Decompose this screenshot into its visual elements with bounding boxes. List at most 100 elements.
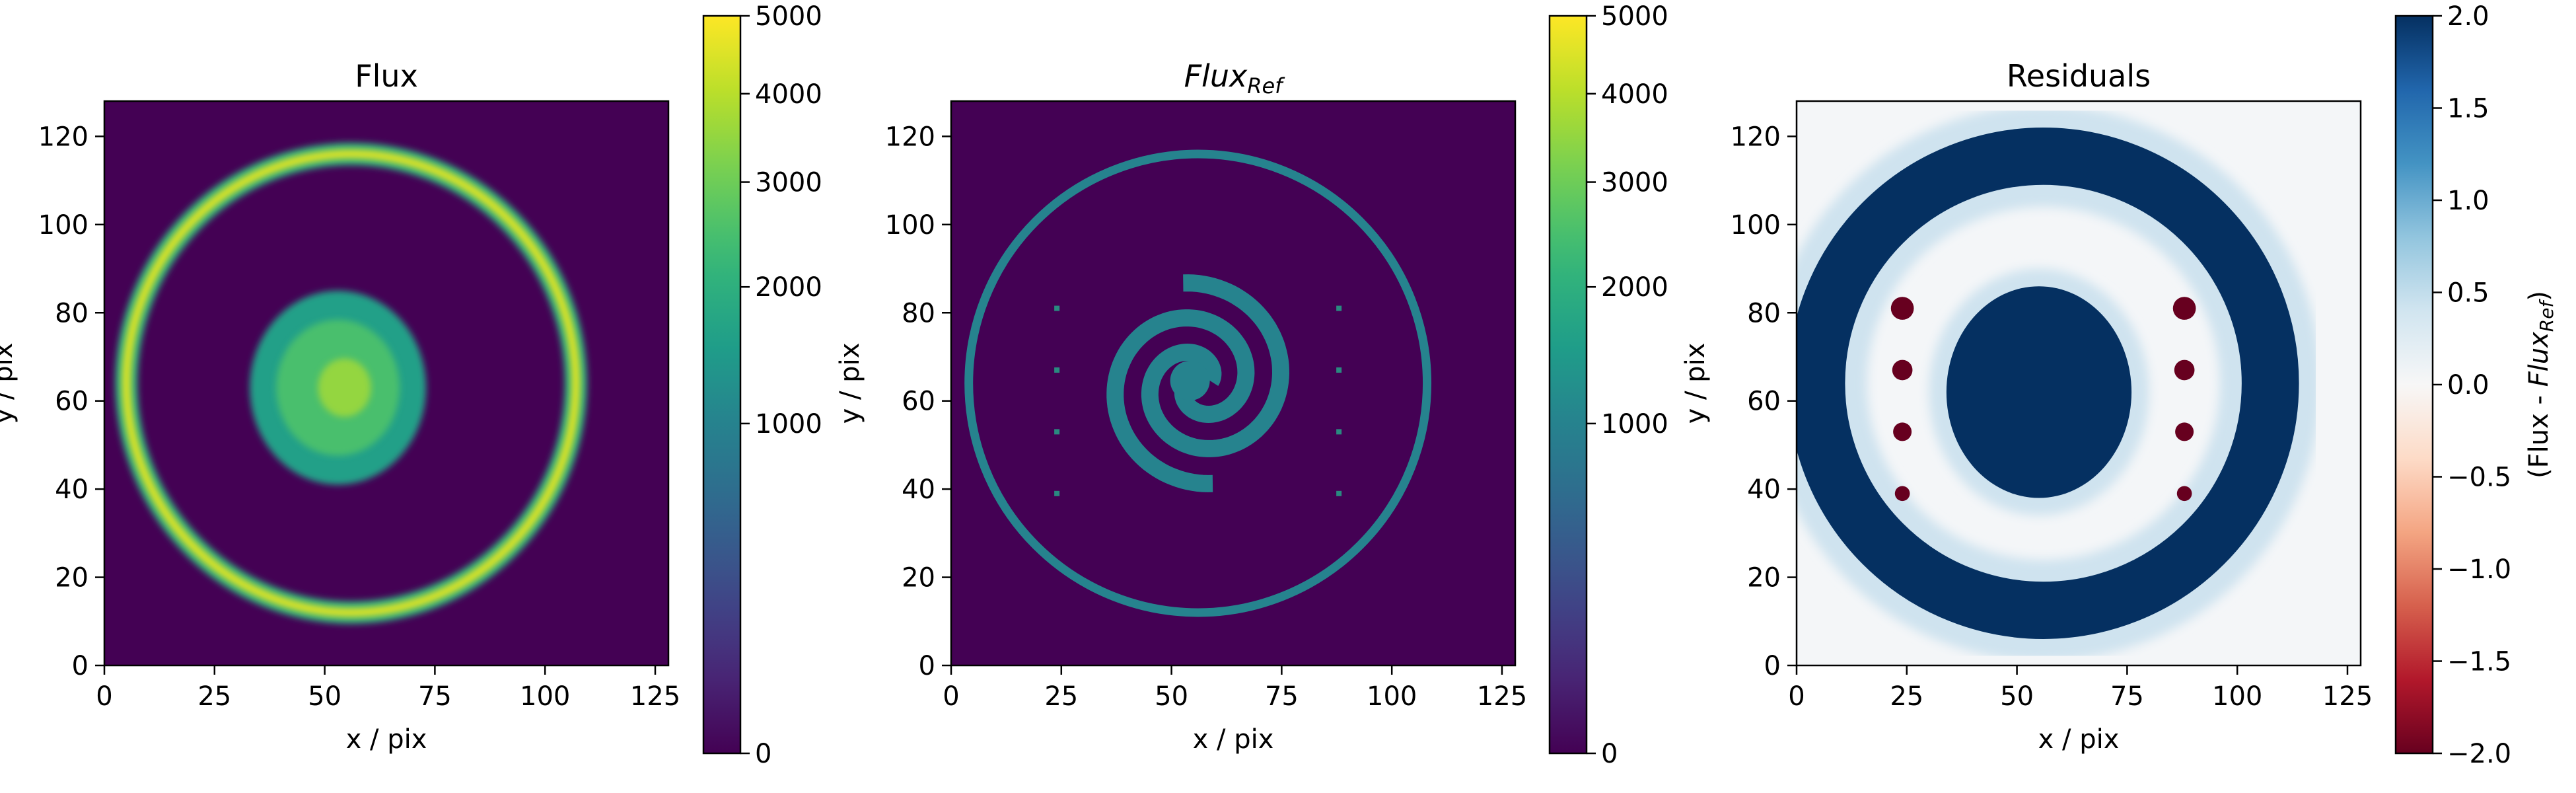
y-tick-label: 120: [1731, 122, 1781, 152]
y-tick-label: 80: [902, 298, 935, 328]
y-tick-label: 0: [919, 651, 935, 681]
colorbar-tick-label: 1.0: [2447, 186, 2489, 216]
y-tick-label: 100: [885, 210, 935, 241]
chart-title: Residuals: [2007, 58, 2151, 94]
colorbar-tick-label: 1000: [1601, 409, 1668, 439]
x-tick-label: 125: [1477, 681, 1527, 712]
heatmap-background: [951, 101, 1515, 665]
spiral-core: [1170, 361, 1210, 400]
blob-residual: [1946, 286, 2132, 498]
reference-dot: [1054, 429, 1060, 435]
y-tick-label: 120: [38, 122, 89, 152]
negative-dot: [1893, 422, 1912, 441]
reference-dot: [1336, 429, 1342, 435]
colorbar-tick-label: −0.5: [2447, 463, 2511, 493]
colorbar-tick-label: 1000: [755, 409, 822, 439]
chart-title: FluxRef: [1184, 58, 1286, 98]
colorbar-tick-label: −1.0: [2447, 554, 2511, 585]
colorbar-2: 0 1000 2000 3000 4000 5000: [1548, 1, 1668, 769]
y-tick-label: 0: [72, 651, 89, 681]
heatmap-image: [951, 101, 1515, 665]
plot-frame: [950, 100, 1517, 667]
x-tick-label: 0: [943, 681, 959, 712]
colorbar-gradient: [702, 15, 742, 755]
x-tick-label: 100: [1367, 681, 1417, 712]
y-tick-label: 60: [902, 387, 935, 417]
spiral-arm: [1141, 274, 1290, 457]
x-axis-label: x / pix: [2038, 724, 2120, 755]
negative-dot: [1892, 359, 1913, 381]
x-tick-label: 25: [1890, 681, 1923, 712]
y-tick-label: 20: [1747, 563, 1781, 593]
colorbar-gradient: [2394, 15, 2434, 755]
negative-dot: [2174, 359, 2195, 381]
x-tick-label: 75: [2110, 681, 2144, 712]
axes-2: 0 25 50 75 100 125 0 20 40 60 80 100 120 x / pix y / p…: [835, 58, 1527, 755]
x-tick-label: 75: [418, 681, 452, 712]
ring: [964, 149, 1432, 617]
y-axis-label: y / pix: [835, 343, 865, 424]
reference-dot: [1336, 490, 1342, 496]
y-tick-label: 0: [1764, 651, 1781, 681]
colorbar-label: (Flux - FluxRef): [2524, 291, 2558, 478]
colorbar-tick-label: 2000: [1601, 272, 1668, 303]
y-tick-label: 20: [902, 563, 935, 593]
negative-dot: [2176, 486, 2192, 502]
reference-dot: [1054, 367, 1060, 373]
x-tick-label: 75: [1265, 681, 1299, 712]
ring: [122, 149, 581, 617]
reference-dot: [1054, 490, 1060, 496]
y-tick-label: 100: [38, 210, 89, 241]
x-tick-label: 125: [630, 681, 680, 712]
x-tick-label: 0: [96, 681, 112, 712]
y-tick-label: 80: [1747, 298, 1781, 328]
y-tick-label: 120: [885, 122, 935, 152]
y-tick-label: 60: [1747, 387, 1781, 417]
x-tick-label: 0: [1788, 681, 1805, 712]
negative-dot: [1894, 486, 1910, 502]
colorbar-3: 2.0 1.5 1.0 0.5 0.0 −0.5 −1.0 −1.5 −2.0 (Flux - F…: [2394, 1, 2558, 769]
y-tick-label: 100: [1731, 210, 1781, 241]
colorbar-tick-label: 0: [1601, 739, 1618, 769]
colorbar-tick-label: 5000: [1601, 1, 1668, 32]
y-tick-label: 80: [55, 298, 89, 328]
y-axis-label: y / pix: [1680, 343, 1711, 424]
colorbar-tick-label: 0: [755, 739, 771, 769]
colorbar-tick-label: 1.5: [2447, 94, 2489, 124]
reference-dot: [1054, 305, 1060, 311]
spiral-arm: [1106, 309, 1255, 492]
colorbar-tick-label: 0.0: [2447, 370, 2489, 400]
heatmap-image: [104, 101, 668, 665]
axes-3: 0 25 50 75 100 125 0 20 40 60 80 100 120 x / pix y / p…: [1680, 58, 2373, 755]
x-tick-label: 100: [2212, 681, 2262, 712]
colorbar-tick-label: −1.5: [2447, 647, 2511, 677]
plot-frame: [103, 100, 670, 667]
negative-dot: [2172, 297, 2196, 320]
x-tick-label: 25: [197, 681, 231, 712]
negative-dot: [2175, 422, 2194, 441]
ring-residual: [1797, 128, 2299, 639]
chart-title: Flux: [355, 58, 418, 94]
colorbar-tick-label: 4000: [755, 79, 822, 110]
x-axis-label: x / pix: [1193, 724, 1274, 755]
reference-dot: [1336, 367, 1342, 373]
colorbar-1: 0 1000 2000 3000 4000 5000: [702, 1, 822, 769]
x-axis-label: x / pix: [346, 724, 427, 755]
reference-dot: [1336, 305, 1342, 311]
colorbar-tick-label: 3000: [1601, 168, 1668, 198]
blob-peak: [318, 358, 371, 417]
colorbar-tick-label: 3000: [755, 168, 822, 198]
y-tick-label: 60: [55, 387, 89, 417]
x-tick-label: 50: [308, 681, 341, 712]
x-tick-label: 125: [2322, 681, 2373, 712]
heatmap-image: [1797, 101, 2361, 665]
negative-dot: [1890, 297, 1914, 320]
colorbar-tick-label: 2.0: [2447, 1, 2489, 32]
y-tick-label: 20: [55, 563, 89, 593]
colorbar-tick-label: 0.5: [2447, 278, 2489, 309]
colorbar-gradient: [1548, 15, 1588, 755]
axes-1: 0 25 50 75 100 125 0 20 40 60 80 100 120 x / pix y / p…: [0, 58, 680, 755]
y-axis-label: y / pix: [0, 343, 18, 424]
colorbar-tick-label: 2000: [755, 272, 822, 303]
